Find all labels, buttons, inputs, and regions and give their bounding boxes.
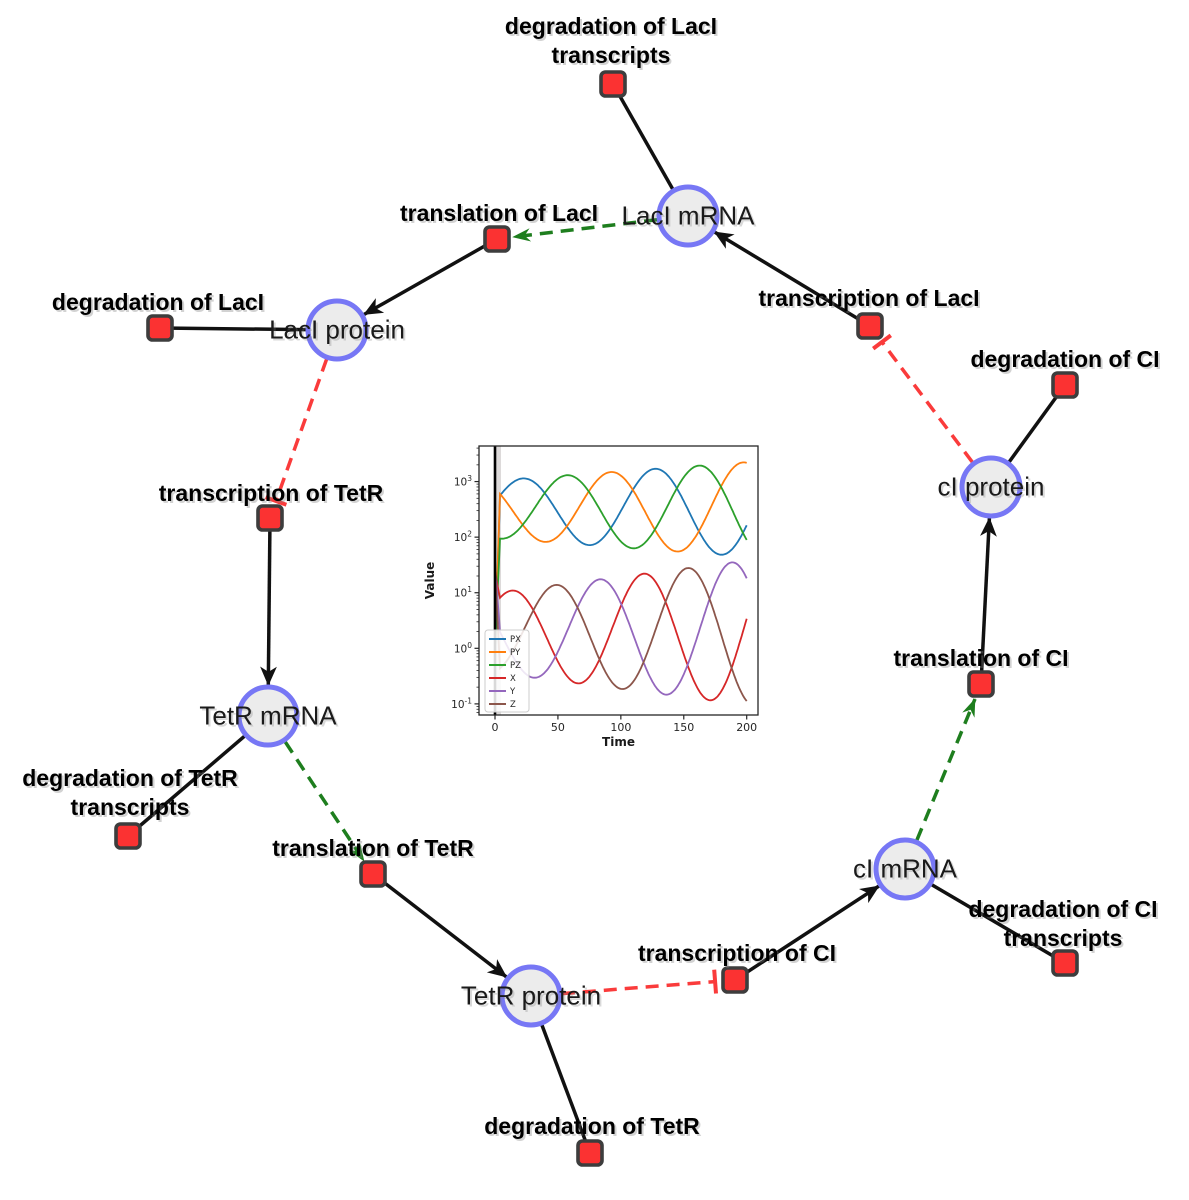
species-node-laci-mrna[interactable] bbox=[656, 184, 720, 248]
y-tick-label: 102 bbox=[454, 530, 472, 545]
reaction-node-translation-tetr[interactable] bbox=[359, 860, 387, 888]
edge-tetr-protein-inhibits-transcription-ci bbox=[561, 979, 716, 996]
timecourse-plot-canvas: 0 50 100 150 200 103 102 101 100 10-1 Time Value PX P… bbox=[423, 445, 759, 749]
series-Y bbox=[494, 561, 748, 696]
y-tick-label: 100 bbox=[454, 641, 472, 656]
legend-label-PZ: PZ bbox=[510, 661, 521, 671]
x-tick-label: 150 bbox=[673, 721, 694, 734]
x-tick-label: 0 bbox=[492, 721, 499, 734]
legend-label-PX: PX bbox=[510, 635, 521, 645]
reaction-node-deg-ci[interactable] bbox=[1051, 371, 1079, 399]
x-tick-label: 50 bbox=[551, 721, 565, 734]
edge-translation-laci-to-laci-protein bbox=[363, 237, 498, 317]
y-tick-label: 10-1 bbox=[451, 696, 472, 711]
reaction-node-deg-ci-transcripts[interactable] bbox=[1051, 949, 1079, 977]
edge-transcription-ci-to-ci-mrna bbox=[734, 884, 880, 982]
species-node-ci-protein[interactable] bbox=[959, 455, 1023, 519]
legend-label-X: X bbox=[510, 674, 516, 684]
reaction-node-deg-laci[interactable] bbox=[146, 314, 174, 342]
series-PY bbox=[494, 461, 747, 649]
reaction-node-translation-ci[interactable] bbox=[967, 670, 995, 698]
tbar-ci-protein-inhibition bbox=[872, 333, 892, 351]
edge-translation-tetr-to-tetr-protein bbox=[371, 872, 508, 979]
legend-label-Y: Y bbox=[509, 687, 516, 697]
x-tick-label: 200 bbox=[736, 721, 757, 734]
edge-laci-protein-inhibits-transcription-tetr bbox=[274, 358, 329, 502]
legend-label-PY: PY bbox=[510, 648, 521, 658]
edge-ci-protein-inhibits-transcription-laci bbox=[880, 340, 974, 464]
edge-translation-ci-to-ci-protein bbox=[979, 517, 997, 685]
x-tick-label: 100 bbox=[610, 721, 631, 734]
legend-box bbox=[484, 629, 530, 713]
edge-laci-mrna-catalyzes-translation-laci bbox=[512, 217, 658, 242]
edge-transcription-laci-to-laci-mrna bbox=[713, 230, 871, 328]
species-node-laci-protein[interactable] bbox=[305, 298, 369, 362]
reaction-node-transcription-ci[interactable] bbox=[721, 966, 749, 994]
series-X bbox=[494, 570, 748, 702]
series-PZ bbox=[494, 464, 748, 649]
species-node-ci-mrna[interactable] bbox=[873, 837, 937, 901]
tbar-laci-protein-inhibition bbox=[264, 495, 288, 507]
x-axis-label: Time bbox=[602, 735, 635, 749]
reaction-node-transcription-tetr[interactable] bbox=[256, 504, 284, 532]
axes-frame bbox=[478, 445, 759, 716]
series-PX bbox=[494, 467, 748, 649]
y-axis-label: Value bbox=[423, 562, 437, 600]
edge-transcription-tetr-to-tetr-mrna bbox=[260, 517, 277, 686]
reaction-node-transcription-laci[interactable] bbox=[856, 312, 884, 340]
y-tick-label: 103 bbox=[454, 474, 472, 489]
tbar-tetr-protein-inhibition bbox=[712, 969, 718, 994]
species-node-tetr-mrna[interactable] bbox=[236, 684, 300, 748]
edge-tetr-mrna-catalyzes-translation-tetr bbox=[283, 740, 366, 862]
reaction-node-deg-laci-transcripts[interactable] bbox=[599, 70, 627, 98]
reaction-node-translation-laci[interactable] bbox=[483, 225, 511, 253]
reaction-node-deg-tetr-transcripts[interactable] bbox=[114, 822, 142, 850]
species-node-tetr-protein[interactable] bbox=[499, 964, 563, 1028]
timecourse-plot: 0 50 100 150 200 103 102 101 100 10-1 Time Value PX P… bbox=[420, 436, 770, 766]
legend-label-Z: Z bbox=[510, 700, 516, 710]
reaction-node-deg-tetr[interactable] bbox=[576, 1139, 604, 1167]
y-tick-label: 101 bbox=[454, 585, 472, 600]
series-Z bbox=[494, 567, 748, 702]
edge-ci-mrna-catalyzes-translation-ci bbox=[915, 698, 977, 841]
